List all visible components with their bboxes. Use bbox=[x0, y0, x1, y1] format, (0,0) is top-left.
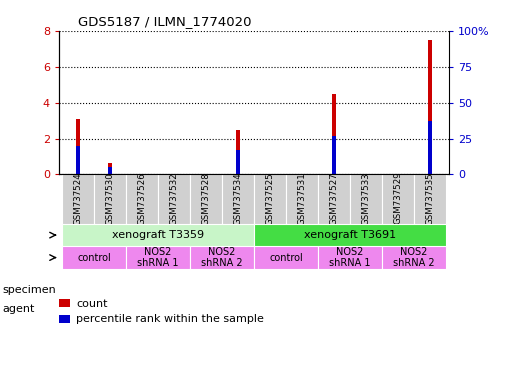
Text: agent: agent bbox=[3, 304, 35, 314]
Bar bbox=[428, 121, 431, 174]
Bar bbox=[428, 40, 431, 174]
Text: control: control bbox=[269, 253, 303, 263]
Text: GSM737531: GSM737531 bbox=[298, 172, 306, 225]
Bar bbox=[158, 174, 190, 224]
Text: GSM737535: GSM737535 bbox=[425, 172, 434, 225]
Text: GSM737532: GSM737532 bbox=[169, 172, 179, 225]
Text: control: control bbox=[77, 253, 111, 263]
Bar bbox=[62, 224, 254, 247]
Bar bbox=[62, 174, 94, 224]
Bar bbox=[190, 247, 254, 269]
Text: percentile rank within the sample: percentile rank within the sample bbox=[76, 314, 264, 324]
Text: GSM737528: GSM737528 bbox=[202, 172, 210, 225]
Bar bbox=[318, 247, 382, 269]
Bar bbox=[126, 247, 190, 269]
Text: NOS2
shRNA 1: NOS2 shRNA 1 bbox=[137, 247, 179, 268]
Text: xenograft T3359: xenograft T3359 bbox=[112, 230, 204, 240]
Bar bbox=[190, 174, 222, 224]
Text: GSM737526: GSM737526 bbox=[137, 172, 147, 225]
Bar bbox=[108, 163, 112, 174]
Bar bbox=[332, 94, 336, 174]
Text: specimen: specimen bbox=[3, 285, 56, 295]
Bar bbox=[254, 224, 446, 247]
Bar bbox=[382, 174, 413, 224]
Text: GSM737533: GSM737533 bbox=[361, 172, 370, 225]
Bar bbox=[413, 174, 446, 224]
Text: GDS5187 / ILMN_1774020: GDS5187 / ILMN_1774020 bbox=[78, 15, 252, 28]
Text: GSM737527: GSM737527 bbox=[329, 172, 339, 225]
Text: GSM737524: GSM737524 bbox=[74, 172, 83, 225]
Bar bbox=[318, 174, 350, 224]
Text: NOS2
shRNA 2: NOS2 shRNA 2 bbox=[201, 247, 243, 268]
Text: count: count bbox=[76, 299, 108, 309]
Bar bbox=[94, 174, 126, 224]
Bar bbox=[108, 167, 112, 174]
Bar bbox=[286, 174, 318, 224]
Text: GSM737529: GSM737529 bbox=[393, 172, 402, 225]
Bar bbox=[350, 174, 382, 224]
Bar bbox=[236, 150, 240, 174]
Text: GSM737525: GSM737525 bbox=[265, 172, 274, 225]
Text: GSM737534: GSM737534 bbox=[233, 172, 243, 225]
Bar bbox=[126, 174, 158, 224]
Bar bbox=[254, 247, 318, 269]
Bar bbox=[76, 119, 80, 174]
Text: GSM737530: GSM737530 bbox=[106, 172, 114, 225]
Text: xenograft T3691: xenograft T3691 bbox=[304, 230, 396, 240]
Bar bbox=[222, 174, 254, 224]
Bar bbox=[382, 247, 446, 269]
Bar bbox=[236, 129, 240, 174]
Bar bbox=[332, 136, 336, 174]
Bar bbox=[62, 247, 126, 269]
Text: NOS2
shRNA 1: NOS2 shRNA 1 bbox=[329, 247, 370, 268]
Bar bbox=[254, 174, 286, 224]
Text: NOS2
shRNA 2: NOS2 shRNA 2 bbox=[393, 247, 435, 268]
Bar bbox=[76, 146, 80, 174]
